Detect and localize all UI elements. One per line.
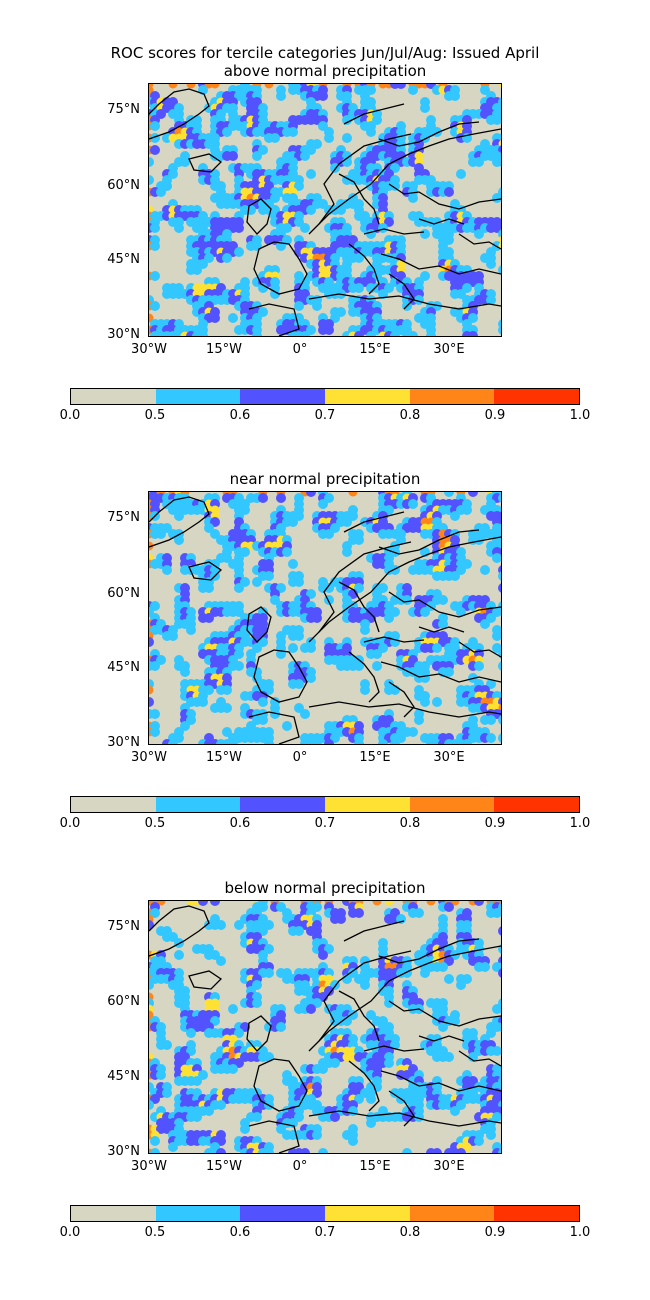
lat-tick-label: 60°N — [107, 178, 140, 193]
score-field — [149, 492, 501, 744]
lat-tick-label: 75°N — [107, 919, 140, 934]
colorbar-segment — [325, 797, 410, 812]
colorbar-label: 0.8 — [399, 408, 421, 423]
map-plot — [148, 900, 502, 1154]
score-field — [149, 901, 501, 1153]
lon-tick-label: 15°E — [359, 342, 391, 357]
lon-tick-label: 30°E — [433, 750, 465, 765]
map-plot — [148, 491, 502, 745]
colorbar-label: 0.9 — [484, 816, 506, 831]
main-title: ROC scores for tercile categories Jun/Ju… — [110, 44, 540, 62]
lat-tick-label: 30°N — [107, 327, 140, 342]
map-plot — [148, 83, 502, 337]
lon-tick-label: 15°W — [206, 1159, 242, 1174]
colorbar-segment — [155, 1206, 241, 1221]
lat-tick-label: 45°N — [107, 1069, 140, 1084]
colorbar-segment — [71, 797, 156, 812]
lon-tick-label: 15°W — [206, 750, 242, 765]
panel-subtitle: near normal precipitation — [229, 470, 421, 488]
lon-tick-label: 15°E — [359, 1159, 391, 1174]
colorbar-label: 0.5 — [144, 1225, 166, 1240]
lon-tick-label: 30°E — [433, 342, 465, 357]
colorbar-label: 0.0 — [59, 816, 81, 831]
colorbar-labels: 0.0 0.5 0.6 0.7 0.8 0.9 1.0 — [0, 408, 650, 424]
colorbar-label: 0.0 — [59, 1225, 81, 1240]
colorbar-segment — [240, 797, 326, 812]
lon-tick-label: 30°W — [131, 342, 167, 357]
panel-subtitle: below normal precipitation — [224, 879, 426, 897]
lon-tick-label: 0° — [292, 750, 308, 765]
colorbar-label: 0.5 — [144, 408, 166, 423]
colorbar-label: 1.0 — [569, 816, 591, 831]
colorbar-label: 0.7 — [314, 816, 336, 831]
lon-tick-label: 15°W — [206, 342, 242, 357]
colorbar-label: 0.9 — [484, 1225, 506, 1240]
lat-tick-label: 60°N — [107, 586, 140, 601]
colorbar-label: 0.9 — [484, 408, 506, 423]
lon-tick-label: 0° — [292, 1159, 308, 1174]
colorbar-segment — [409, 797, 495, 812]
colorbar-segment — [240, 389, 326, 404]
lat-tick-label: 75°N — [107, 510, 140, 525]
colorbar-label: 1.0 — [569, 1225, 591, 1240]
colorbar — [70, 388, 580, 405]
lat-tick-label: 60°N — [107, 994, 140, 1009]
lon-tick-label: 30°E — [433, 1159, 465, 1174]
score-field — [149, 84, 501, 336]
colorbar-label: 0.7 — [314, 1225, 336, 1240]
lat-tick-label: 45°N — [107, 252, 140, 267]
colorbar-label: 0.0 — [59, 408, 81, 423]
colorbar-segment — [325, 1206, 410, 1221]
colorbar-segment — [71, 389, 156, 404]
colorbar-segment — [71, 1206, 156, 1221]
lat-tick-label: 45°N — [107, 660, 140, 675]
colorbar-segment — [494, 1206, 580, 1221]
lon-tick-label: 0° — [292, 342, 308, 357]
lat-tick-label: 30°N — [107, 1144, 140, 1159]
colorbar-label: 0.8 — [399, 816, 421, 831]
colorbar — [70, 796, 580, 813]
colorbar-segment — [494, 389, 580, 404]
colorbar-label: 0.8 — [399, 1225, 421, 1240]
colorbar-segment — [240, 1206, 326, 1221]
lon-tick-label: 15°E — [359, 750, 391, 765]
colorbar-segment — [494, 797, 580, 812]
colorbar-segment — [409, 389, 495, 404]
colorbar-label: 0.6 — [229, 408, 251, 423]
colorbar-label: 0.6 — [229, 816, 251, 831]
colorbar-label: 1.0 — [569, 408, 591, 423]
colorbar-label: 0.6 — [229, 1225, 251, 1240]
colorbar-segment — [155, 389, 241, 404]
colorbar — [70, 1205, 580, 1222]
lat-tick-label: 30°N — [107, 735, 140, 750]
colorbar-segment — [155, 797, 241, 812]
lat-tick-label: 75°N — [107, 102, 140, 117]
colorbar-labels: 0.0 0.5 0.6 0.7 0.8 0.9 1.0 — [0, 1225, 650, 1241]
colorbar-segment — [409, 1206, 495, 1221]
lon-tick-label: 30°W — [131, 1159, 167, 1174]
colorbar-labels: 0.0 0.5 0.6 0.7 0.8 0.9 1.0 — [0, 816, 650, 832]
panel-subtitle: above normal precipitation — [223, 62, 427, 80]
lon-tick-label: 30°W — [131, 750, 167, 765]
colorbar-segment — [325, 389, 410, 404]
colorbar-label: 0.7 — [314, 408, 336, 423]
colorbar-label: 0.5 — [144, 816, 166, 831]
